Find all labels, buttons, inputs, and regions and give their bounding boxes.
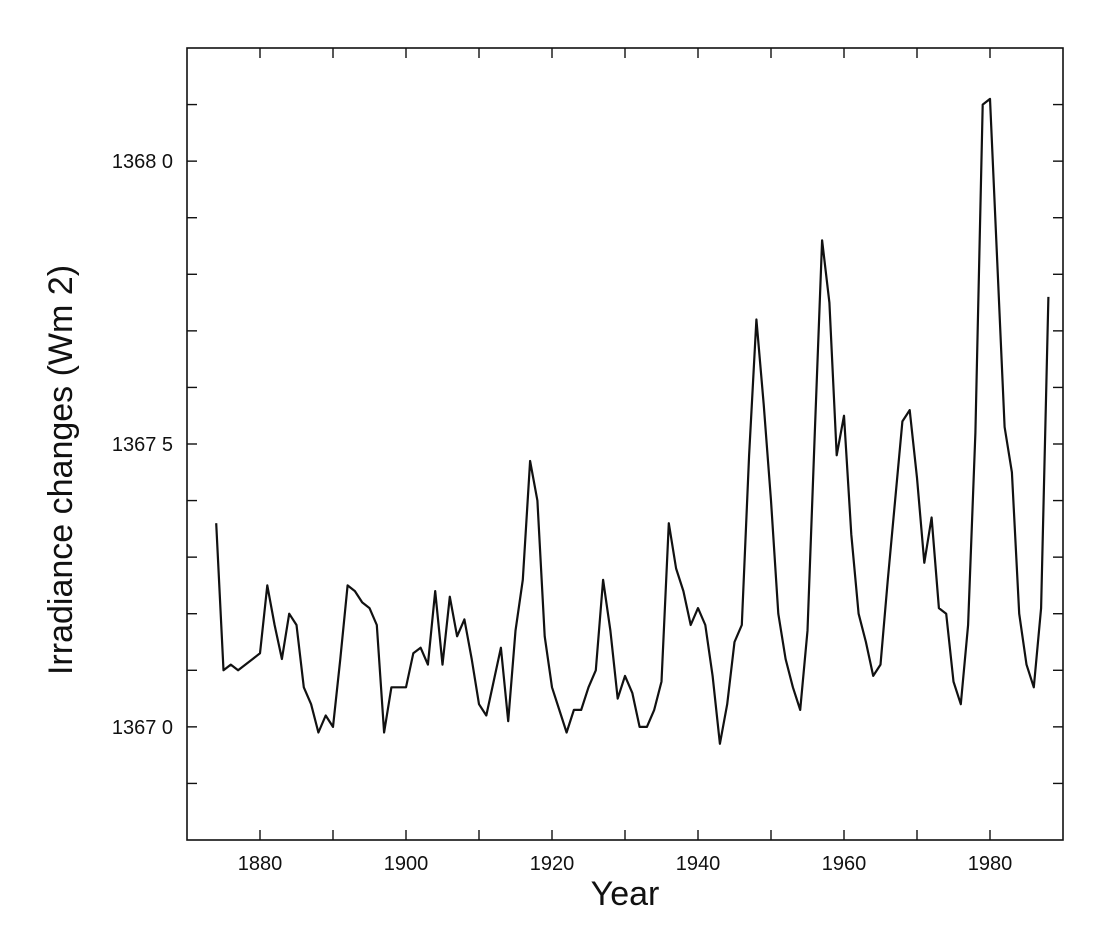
y-tick-label: 1367 5 <box>112 434 173 456</box>
y-axis-title: Irradiance changes (Wm 2) <box>42 265 80 675</box>
axis-ticks <box>187 48 1063 840</box>
y-tick-labels: 1367 0 1367 5 1368 0 <box>112 151 173 739</box>
x-tick-label: 1920 <box>530 853 575 875</box>
y-tick-label: 1368 0 <box>112 151 173 173</box>
x-axis-title: Year <box>591 875 660 913</box>
x-tick-label: 1940 <box>676 853 721 875</box>
x-tick-label: 1880 <box>238 853 283 875</box>
x-tick-label: 1980 <box>968 853 1013 875</box>
x-tick-labels: 1880 1900 1920 1940 1960 1980 <box>238 853 1013 875</box>
y-tick-label: 1367 0 <box>112 717 173 739</box>
irradiance-series-line <box>215 97 1050 745</box>
x-tick-label: 1960 <box>822 853 867 875</box>
x-tick-label: 1900 <box>384 853 429 875</box>
plot-frame <box>186 47 1064 841</box>
